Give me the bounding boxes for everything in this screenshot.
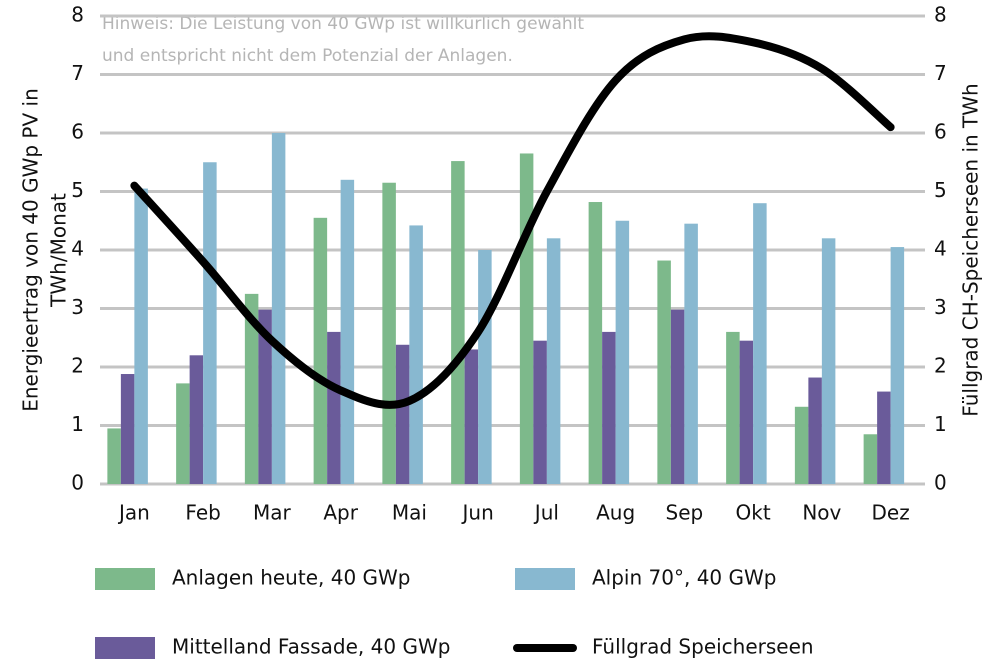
legend-label: Füllgrad Speicherseen	[592, 635, 814, 659]
bar	[821, 238, 836, 484]
bar	[533, 340, 547, 484]
bar	[657, 260, 671, 484]
x-tick-label: Okt	[736, 501, 771, 525]
y-tick-label: 1	[71, 412, 84, 436]
x-tick-label: Apr	[323, 501, 358, 525]
x-tick-label: Mar	[253, 501, 292, 525]
y2-tick-label: 1	[934, 412, 947, 436]
y-tick-label: 5	[71, 178, 84, 202]
bar	[120, 374, 135, 484]
y-tick-label: 2	[71, 354, 84, 378]
bar	[519, 153, 534, 484]
bar	[451, 161, 465, 484]
legend-swatch	[515, 568, 575, 590]
legend-label: Mittelland Fassade, 40 GWp	[172, 635, 450, 659]
x-tick-label: Aug	[596, 501, 635, 525]
bar	[244, 293, 259, 484]
bar	[313, 217, 328, 484]
bar	[258, 309, 272, 484]
y2-tick-label: 5	[934, 178, 947, 202]
y2-tick-label: 8	[934, 3, 947, 27]
bar	[602, 331, 616, 484]
x-tick-label: Sep	[666, 501, 704, 525]
bar	[478, 250, 492, 484]
bar	[271, 133, 286, 484]
legend-swatch	[95, 568, 155, 590]
bar	[863, 434, 878, 484]
bar	[684, 223, 698, 485]
y2-axis-label: Füllgrad CH-Speicherseen in TWh	[959, 83, 983, 416]
y2-tick-label: 2	[934, 354, 947, 378]
y-tick-label: 7	[71, 61, 84, 85]
legend-label: Anlagen heute, 40 GWp	[172, 566, 411, 590]
bar	[808, 377, 822, 484]
bar	[588, 202, 603, 484]
bar	[189, 355, 204, 484]
line	[130, 32, 895, 409]
bar	[176, 383, 190, 484]
legend-label: Alpin 70°, 40 GWp	[592, 566, 776, 590]
bar	[794, 406, 809, 484]
y-tick-label: 4	[71, 237, 84, 261]
bar	[670, 309, 685, 484]
y-axis-label: Energieertrag von 40 GWp PV in	[19, 88, 43, 412]
bar	[395, 344, 410, 484]
y2-tick-label: 7	[934, 61, 947, 85]
x-tick-label: Feb	[185, 501, 220, 525]
y-tick-label: 8	[71, 3, 84, 27]
y2-tick-label: 6	[934, 120, 947, 144]
bar	[107, 428, 121, 484]
bar	[134, 188, 148, 484]
bar	[546, 238, 561, 484]
bar	[340, 179, 355, 485]
bar	[877, 391, 891, 484]
bar	[615, 220, 630, 484]
x-tick-label: Jul	[533, 501, 559, 525]
bar	[382, 182, 396, 484]
bar	[203, 162, 217, 484]
bar	[327, 331, 341, 484]
y-axis-label: TWh/Monat	[47, 193, 71, 308]
y2-tick-label: 3	[934, 295, 947, 319]
y2-tick-label: 0	[934, 471, 947, 495]
bar	[739, 340, 754, 484]
x-tick-label: Mai	[392, 501, 427, 525]
legend-swatch	[95, 637, 155, 659]
bar	[726, 331, 740, 484]
x-tick-label: Jun	[461, 501, 494, 525]
annotation: und entspricht nicht dem Potenzial der A…	[102, 46, 513, 66]
x-tick-label: Dez	[872, 501, 910, 525]
y2-tick-label: 4	[934, 237, 947, 261]
bar	[464, 349, 479, 484]
annotation: Hinweis: Die Leistung von 40 GWp ist wil…	[102, 14, 584, 34]
bar	[409, 225, 423, 484]
y-tick-label: 0	[71, 471, 84, 495]
x-tick-label: Jan	[117, 501, 150, 525]
bar	[753, 203, 767, 484]
y-tick-label: 6	[71, 120, 84, 144]
y-tick-label: 3	[71, 295, 84, 319]
bar	[890, 247, 905, 484]
x-tick-label: Nov	[802, 501, 841, 525]
